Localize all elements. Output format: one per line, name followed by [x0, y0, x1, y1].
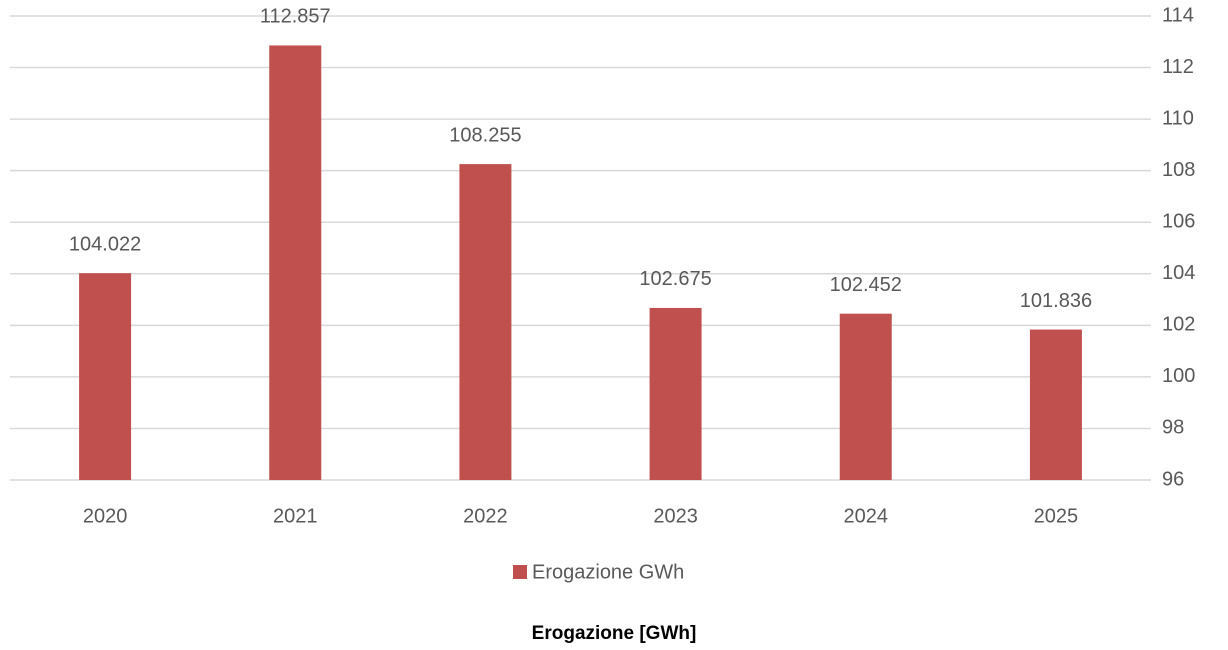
data-label: 101.836 — [1020, 290, 1092, 312]
bar — [839, 313, 892, 480]
y-tick-label: 112 — [1162, 56, 1194, 78]
y-tick-label: 104 — [1162, 262, 1195, 284]
data-label: 108.255 — [449, 124, 521, 146]
x-tick-label: 2022 — [463, 505, 508, 527]
y-tick-label: 102 — [1162, 314, 1195, 336]
bar — [269, 45, 322, 481]
chart-title: Erogazione [GWh] — [532, 623, 697, 644]
bar — [459, 164, 512, 481]
bar — [79, 273, 132, 480]
y-tick-label: 100 — [1162, 365, 1195, 387]
y-tick-label: 108 — [1162, 159, 1195, 181]
bar — [649, 307, 702, 480]
y-tick-label: 96 — [1162, 468, 1184, 490]
data-label: 102.675 — [639, 268, 711, 290]
data-label: 104.022 — [69, 233, 141, 255]
x-tick-label: 2023 — [653, 505, 698, 527]
y-tick-label: 114 — [1162, 4, 1194, 26]
y-tick-label: 106 — [1162, 211, 1195, 233]
legend-label: Erogazione GWh — [532, 561, 684, 583]
y-tick-label: 110 — [1162, 107, 1194, 129]
y-tick-label: 98 — [1162, 417, 1184, 439]
x-tick-label: 2021 — [273, 505, 318, 527]
x-tick-label: 2025 — [1034, 505, 1079, 527]
x-tick-label: 2024 — [844, 505, 889, 527]
legend-swatch — [513, 565, 527, 579]
data-label: 102.452 — [830, 274, 902, 296]
data-label: 112.857 — [260, 6, 331, 28]
x-tick-label: 2020 — [83, 505, 128, 527]
bar — [1029, 329, 1082, 480]
